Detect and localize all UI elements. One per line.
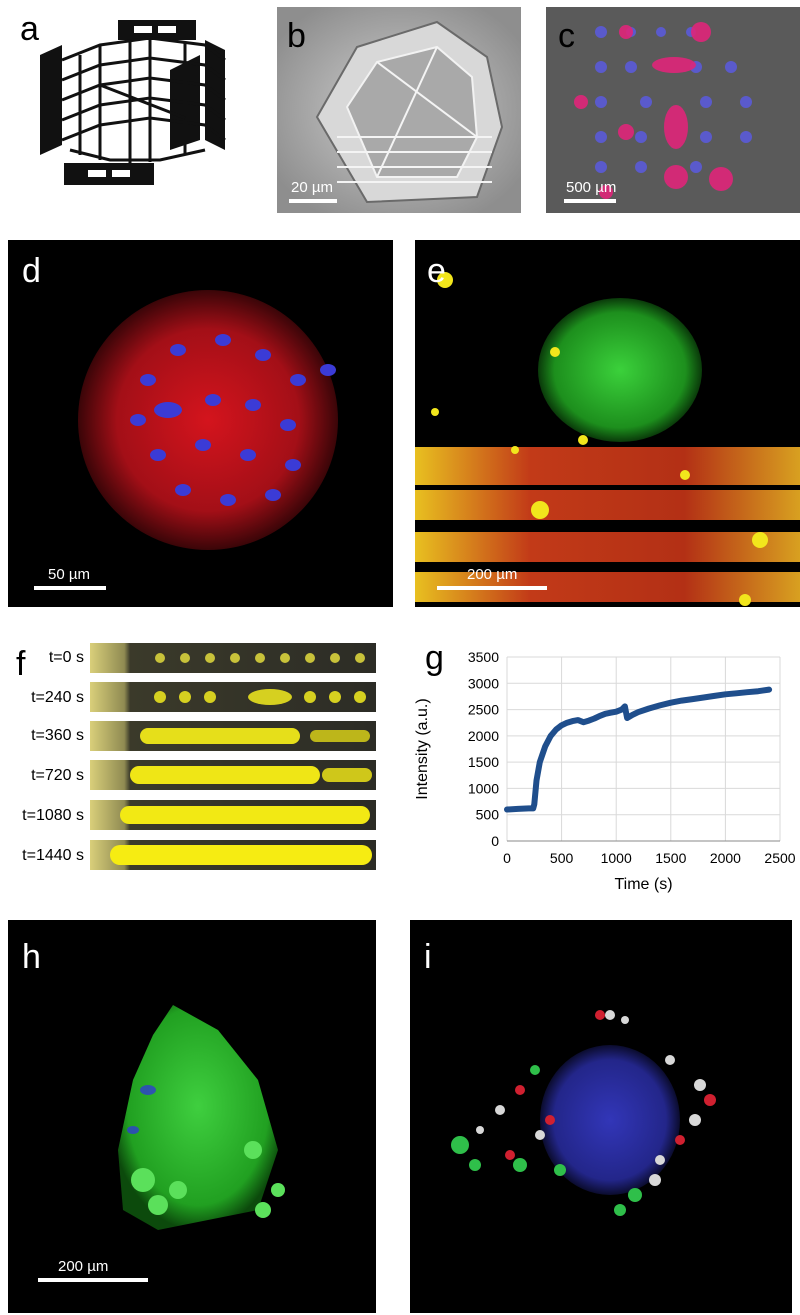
panel-label-f: f [16, 645, 26, 683]
timelapse-strip-4 [90, 800, 376, 830]
y-axis-label: Intensity (a.u.) [414, 698, 431, 799]
panel-d: d 50 µm [8, 240, 393, 607]
y-tick-label-2: 1000 [468, 780, 499, 796]
panel-g: g 0 500 1000 1500 2000 2500 3000 3500 0 500 1000 15… [405, 635, 800, 895]
scale-bar-label-d: 50 µm [48, 566, 90, 583]
panel-label-a: a [20, 10, 39, 48]
timelapse-label-4: t=1080 s [22, 807, 84, 824]
timelapse-label-2: t=360 s [31, 727, 84, 744]
panel-e: e 200 µm [415, 240, 800, 607]
y-tick-label-1: 500 [476, 807, 500, 823]
spheroid-3d-multicolor-image [451, 1010, 716, 1216]
panel-label-h: h [22, 938, 41, 976]
timelapse-strip-3 [90, 760, 376, 790]
y-tick-label-4: 2000 [468, 728, 499, 744]
timelapse-strip-5 [90, 840, 376, 870]
panel-label-g: g [425, 639, 444, 677]
panel-i: i [410, 920, 792, 1313]
timelapse-label-3: t=720 s [31, 767, 84, 784]
x-tick-label-3: 1500 [655, 850, 686, 866]
x-axis-label: Time (s) [614, 876, 672, 893]
scale-bar-d [34, 586, 106, 590]
timelapse-label-1: t=240 s [31, 689, 84, 706]
timelapse-strip-0 [90, 643, 376, 673]
scale-bar-e [437, 586, 547, 590]
panel-label-b: b [287, 17, 306, 55]
scale-bar-h [38, 1278, 148, 1282]
x-tick-label-0: 0 [503, 850, 511, 866]
panel-b: b 20 µm [277, 7, 521, 213]
y-tick-label-0: 0 [491, 833, 499, 849]
y-tick-label-3: 1500 [468, 754, 499, 770]
panel-label-c: c [558, 17, 575, 55]
panel-label-e: e [427, 252, 446, 290]
spheroid-stripes-image [415, 272, 800, 606]
scale-bar-label-e: 200 µm [467, 566, 518, 583]
panel-f: f t=0 s t=240 s t=360 s t=720 s t=1080 s… [0, 635, 390, 885]
series-line-intensity [504, 686, 773, 813]
panel-h: h 200 µm [8, 920, 376, 1313]
fluorescence-array-image [546, 7, 800, 213]
x-tick-label-1: 500 [550, 850, 574, 866]
spheroid-3d-green-image [118, 1005, 285, 1230]
sem-scaffold-image [277, 7, 521, 213]
scale-bar-label-c: 500 µm [566, 179, 617, 196]
panel-c: c 500 µm [546, 7, 800, 213]
timelapse-strip-1 [90, 682, 376, 712]
x-tick-label-4: 2000 [710, 850, 741, 866]
y-tick-label-6: 3000 [468, 675, 499, 691]
spheroid-actin-image [78, 290, 338, 550]
timelapse-label-0: t=0 s [48, 649, 84, 666]
panel-label-i: i [424, 938, 432, 976]
panel-a: a [0, 0, 262, 205]
intensity-chart: 0 500 1000 1500 2000 2500 3000 3500 0 500 1000 1500… [414, 649, 796, 893]
x-tick-label-2: 1000 [601, 850, 632, 866]
y-tick-label-5: 2500 [468, 702, 499, 718]
scaffold-schematic [40, 20, 226, 185]
scale-bar-b [289, 199, 337, 203]
scale-bar-c [564, 199, 616, 203]
y-tick-label-7: 3500 [468, 649, 499, 665]
timelapse-label-5: t=1440 s [22, 847, 84, 864]
scale-bar-label-b: 20 µm [291, 179, 333, 196]
scale-bar-label-h: 200 µm [58, 1258, 109, 1275]
timelapse-strip-2 [90, 721, 376, 751]
panel-label-d: d [22, 252, 41, 290]
x-tick-label-5: 2500 [764, 850, 795, 866]
